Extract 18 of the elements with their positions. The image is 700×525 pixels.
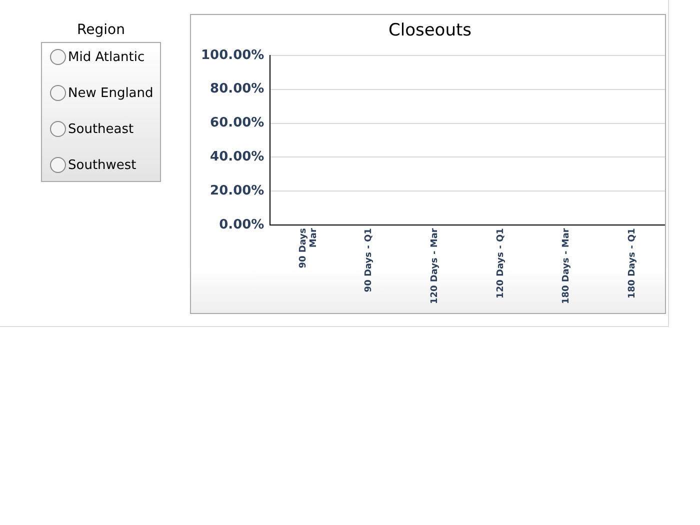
x-tick-label: 180 Days - Mar [562,228,572,304]
y-tick-label: 20.00% [210,184,264,199]
x-tick-label: 90 Days - Q1 [364,228,374,292]
x-tick-label: 120 Days - Q1 [496,228,506,298]
y-tick-label: 40.00% [210,150,264,165]
text: Mid Atlantic [68,50,145,65]
x-tick-label: 180 Days - Q1 [627,228,638,298]
text: New England [68,86,154,101]
x-tick-label: 120 Days - Mar [430,228,440,304]
text: Southwest [68,158,136,173]
text: Southeast [68,122,134,137]
y-tick-label: 0.00% [219,217,264,232]
y-tick-label: 80.00% [210,82,264,97]
y-tick-label: 60.00% [210,116,264,131]
x-tick-label: 90 Days Mar [298,228,320,268]
chart-title: Closeouts [388,20,472,41]
y-tick-label: 100.00% [200,48,264,63]
text: Region [76,22,126,38]
